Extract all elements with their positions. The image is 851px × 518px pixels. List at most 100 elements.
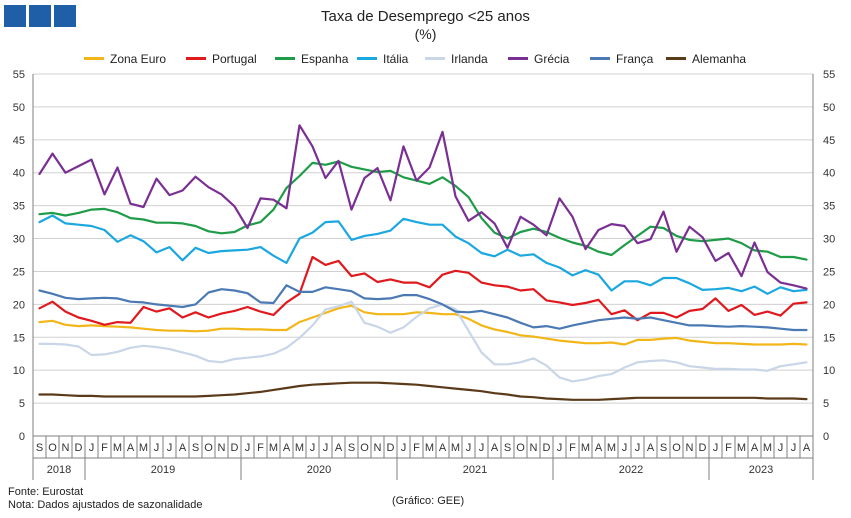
legend-item-zona-euro: Zona Euro: [84, 52, 166, 66]
legend-swatch: [666, 57, 686, 61]
x-tick-label: M: [763, 442, 772, 454]
x-tick-label: A: [647, 442, 655, 454]
x-tick-label: O: [516, 442, 525, 454]
x-tick-label: A: [595, 442, 603, 454]
x-tick-label: D: [387, 442, 395, 454]
chart-legend: Zona Euro Portugal Espanha Itália Irlanda Gré…: [0, 52, 851, 68]
series-line-portugal: [38, 255, 808, 326]
x-tick-label: A: [335, 442, 343, 454]
x-tick-label: J: [154, 442, 160, 454]
x-tick-label: D: [231, 442, 239, 454]
x-tick-label: S: [504, 442, 511, 454]
legend-label: França: [616, 52, 654, 66]
y-tick-label-right: 20: [823, 299, 835, 311]
x-tick-label: A: [283, 442, 291, 454]
x-tick-label: M: [295, 442, 304, 454]
brand-square: [4, 5, 26, 27]
x-tick-label: J: [167, 442, 173, 454]
y-tick-label-right: 15: [823, 332, 835, 344]
legend-item-franca: França: [590, 52, 653, 66]
series-line-italia: [38, 214, 808, 295]
x-tick-label: J: [323, 442, 329, 454]
legend-swatch: [186, 57, 206, 61]
legend-swatch: [590, 57, 610, 61]
year-label: 2021: [463, 464, 487, 476]
legend-swatch: [275, 57, 295, 61]
x-tick-label: S: [192, 442, 199, 454]
x-tick-label: F: [569, 442, 576, 454]
x-tick-label: J: [245, 442, 251, 454]
legend-label: Espanha: [301, 52, 349, 66]
x-tick-label: M: [113, 442, 122, 454]
x-tick-label: J: [791, 442, 797, 454]
y-tick-label-right: 45: [823, 135, 835, 147]
year-label: 2022: [619, 464, 643, 476]
y-tick-label-left: 55: [13, 69, 25, 81]
y-tick-label-left: 40: [13, 168, 25, 180]
y-tick-label-right: 0: [823, 431, 829, 443]
legend-item-alemanha: Alemanha: [666, 52, 746, 66]
legend-swatch: [84, 57, 104, 61]
x-tick-label: M: [737, 442, 746, 454]
y-tick-label-right: 55: [823, 69, 835, 81]
series-line-alemanha: [38, 381, 808, 401]
y-tick-label-left: 45: [13, 135, 25, 147]
brand-square: [54, 5, 76, 27]
x-tick-label: D: [543, 442, 551, 454]
series-line-franca: [38, 284, 808, 332]
y-tick-label-left: 5: [19, 398, 25, 410]
x-tick-label: N: [686, 442, 694, 454]
y-tick-label-left: 0: [19, 431, 25, 443]
year-label: 2020: [307, 464, 331, 476]
x-tick-label: F: [413, 442, 420, 454]
x-tick-label: M: [425, 442, 434, 454]
x-tick-label: S: [36, 442, 43, 454]
x-tick-label: J: [622, 442, 628, 454]
x-tick-label: N: [218, 442, 226, 454]
x-tick-label: J: [778, 442, 784, 454]
legend-label: Alemanha: [692, 52, 747, 66]
x-tick-label: M: [607, 442, 616, 454]
footnote: Nota: Dados ajustados de sazonalidade: [8, 499, 203, 511]
brand-square: [29, 5, 51, 27]
y-tick-label-left: 10: [13, 365, 25, 377]
y-tick-label-left: 20: [13, 299, 25, 311]
x-tick-label: J: [479, 442, 485, 454]
x-tick-label: O: [48, 442, 57, 454]
y-tick-label-left: 30: [13, 234, 25, 246]
x-tick-label: D: [75, 442, 83, 454]
x-tick-label: N: [374, 442, 382, 454]
brand-logo: [4, 5, 76, 27]
y-tick-label-left: 35: [13, 201, 25, 213]
legend-label: Irlanda: [451, 52, 488, 66]
legend-label: Grécia: [534, 52, 570, 66]
x-tick-label: A: [803, 442, 811, 454]
year-label: 2023: [749, 464, 773, 476]
x-tick-label: M: [581, 442, 590, 454]
y-tick-label-right: 25: [823, 266, 835, 278]
x-tick-label: M: [451, 442, 460, 454]
source-note: Fonte: Eurostat: [8, 486, 84, 498]
legend-item-irlanda: Irlanda: [425, 52, 488, 66]
y-tick-label-right: 30: [823, 234, 835, 246]
y-tick-label-right: 35: [823, 201, 835, 213]
x-tick-label: A: [179, 442, 187, 454]
year-label: 2018: [47, 464, 71, 476]
x-tick-label: O: [672, 442, 681, 454]
y-tick-label-right: 50: [823, 102, 835, 114]
x-tick-label: J: [310, 442, 316, 454]
legend-swatch: [508, 57, 528, 61]
chart-credit: (Gráfico: GEE): [392, 495, 465, 507]
series-line-espanha: [38, 160, 808, 261]
x-tick-label: S: [660, 442, 667, 454]
x-tick-label: A: [439, 442, 447, 454]
x-tick-label: N: [530, 442, 538, 454]
series-line-irlanda: [38, 300, 808, 383]
x-tick-label: J: [635, 442, 641, 454]
x-tick-label: O: [360, 442, 369, 454]
legend-item-espanha: Espanha: [275, 52, 348, 66]
y-tick-label-right: 40: [823, 168, 835, 180]
x-tick-label: M: [269, 442, 278, 454]
chart-subtitle: (%): [414, 26, 437, 42]
